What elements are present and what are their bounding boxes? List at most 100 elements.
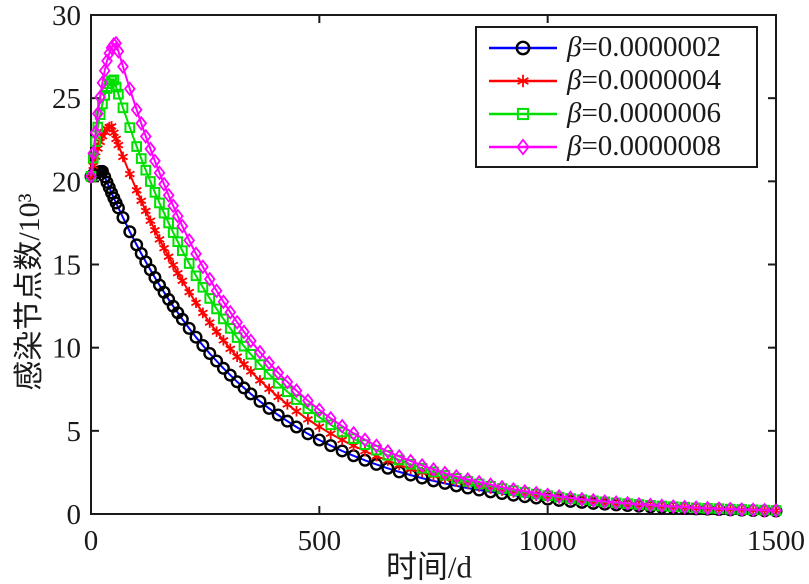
diamond-marker bbox=[610, 494, 623, 511]
circle-marker bbox=[223, 368, 237, 382]
diamond-marker bbox=[313, 402, 326, 418]
diamond-marker bbox=[196, 259, 209, 275]
square-marker bbox=[325, 419, 337, 431]
circle-marker bbox=[189, 330, 203, 344]
diamond-marker bbox=[123, 81, 136, 97]
square-marker bbox=[190, 270, 202, 282]
diamond-marker bbox=[171, 208, 184, 224]
circle-marker bbox=[116, 211, 130, 225]
diamond-marker bbox=[203, 271, 216, 287]
circle-marker bbox=[290, 420, 304, 434]
square-marker bbox=[158, 207, 170, 219]
diamond-marker bbox=[217, 294, 230, 310]
square-marker bbox=[110, 81, 122, 93]
legend-square-marker bbox=[516, 107, 530, 120]
diamond-marker bbox=[91, 106, 104, 122]
circle-marker bbox=[196, 339, 210, 353]
diamond-marker bbox=[153, 165, 166, 181]
y-tick-label: 0 bbox=[67, 499, 82, 531]
series-markers-1 bbox=[85, 121, 782, 516]
diamond-marker bbox=[735, 501, 748, 518]
diamond-marker bbox=[518, 483, 531, 499]
asterisk-marker bbox=[172, 267, 183, 279]
diamond-marker bbox=[370, 438, 383, 454]
legend-label: β=0.0000004 bbox=[567, 64, 722, 96]
diamond-marker bbox=[381, 443, 394, 460]
diamond-marker bbox=[461, 471, 474, 487]
diamond-marker bbox=[167, 198, 180, 214]
legend-label: β=0.0000006 bbox=[567, 97, 722, 129]
x-tick-label: 0 bbox=[84, 525, 99, 557]
diamond-marker bbox=[290, 383, 303, 399]
asterisk-marker bbox=[254, 375, 266, 386]
diamond-marker bbox=[473, 474, 486, 490]
square-marker bbox=[183, 258, 195, 269]
legend-sample-asterisk bbox=[489, 74, 557, 87]
asterisk-marker bbox=[117, 151, 129, 163]
asterisk-marker bbox=[177, 275, 188, 287]
series-line-1 bbox=[90, 125, 777, 512]
circle-marker bbox=[253, 394, 267, 408]
square-marker bbox=[92, 121, 104, 133]
diamond-marker bbox=[96, 75, 109, 91]
x-tick-label: 1500 bbox=[747, 525, 805, 557]
asterisk-marker bbox=[232, 351, 243, 362]
legend-circle-marker bbox=[515, 40, 531, 55]
series-1 bbox=[85, 121, 782, 516]
x-tick-label: 500 bbox=[298, 525, 342, 557]
diamond-marker bbox=[541, 487, 554, 503]
asterisk-marker bbox=[108, 127, 119, 139]
asterisk-marker bbox=[136, 195, 147, 207]
legend-label: β=0.0000002 bbox=[567, 31, 722, 63]
asterisk-marker bbox=[190, 297, 202, 309]
diamond-marker bbox=[263, 355, 276, 371]
diamond-marker bbox=[484, 477, 497, 493]
legend-item-2: β=0.0000006 bbox=[487, 97, 756, 130]
legend-asterisk-marker bbox=[517, 74, 529, 87]
circle-marker bbox=[244, 387, 258, 401]
diamond-marker bbox=[393, 448, 406, 465]
circle-marker bbox=[312, 433, 326, 447]
diamond-marker bbox=[427, 461, 440, 477]
square-marker bbox=[231, 332, 243, 343]
diamond-marker bbox=[747, 502, 760, 518]
square-marker bbox=[254, 359, 266, 370]
y-tick-label: 30 bbox=[52, 0, 81, 32]
square-marker bbox=[302, 403, 314, 415]
legend-item-0: β=0.0000002 bbox=[487, 31, 756, 64]
diamond-marker bbox=[94, 89, 107, 105]
circle-marker bbox=[335, 444, 349, 458]
legend-sample-diamond bbox=[489, 137, 557, 156]
asterisk-marker bbox=[204, 317, 215, 328]
circle-marker bbox=[175, 312, 189, 326]
square-marker bbox=[211, 303, 222, 315]
square-marker bbox=[131, 141, 143, 152]
asterisk-marker bbox=[145, 215, 156, 227]
diamond-marker bbox=[359, 432, 371, 448]
diamond-marker bbox=[281, 374, 294, 390]
diamond-marker bbox=[139, 128, 152, 144]
diamond-marker bbox=[324, 410, 337, 426]
legend-diamond-marker bbox=[516, 137, 530, 156]
y-tick-label: 10 bbox=[52, 333, 81, 365]
diamond-marker bbox=[701, 500, 714, 516]
diamond-marker bbox=[117, 59, 129, 75]
y-tick-label: 5 bbox=[67, 416, 82, 448]
asterisk-marker bbox=[282, 399, 293, 410]
diamond-marker bbox=[416, 457, 428, 473]
diamond-marker bbox=[231, 314, 244, 330]
asterisk-marker bbox=[211, 326, 222, 337]
circle-marker bbox=[182, 321, 196, 335]
diamond-marker bbox=[770, 502, 782, 519]
diamond-marker bbox=[224, 304, 237, 320]
diamond-marker bbox=[135, 115, 148, 131]
square-marker bbox=[176, 245, 188, 257]
diamond-marker bbox=[302, 393, 314, 409]
diamond-marker bbox=[347, 425, 360, 441]
diamond-marker bbox=[564, 490, 577, 506]
asterisk-marker bbox=[168, 259, 179, 271]
diamond-marker bbox=[244, 333, 257, 349]
x-tick-label: 1000 bbox=[519, 525, 577, 557]
asterisk-marker bbox=[225, 343, 236, 355]
legend: β=0.0000002 β=0.0000004 β=0.0000006 β=0.000… bbox=[475, 26, 758, 168]
